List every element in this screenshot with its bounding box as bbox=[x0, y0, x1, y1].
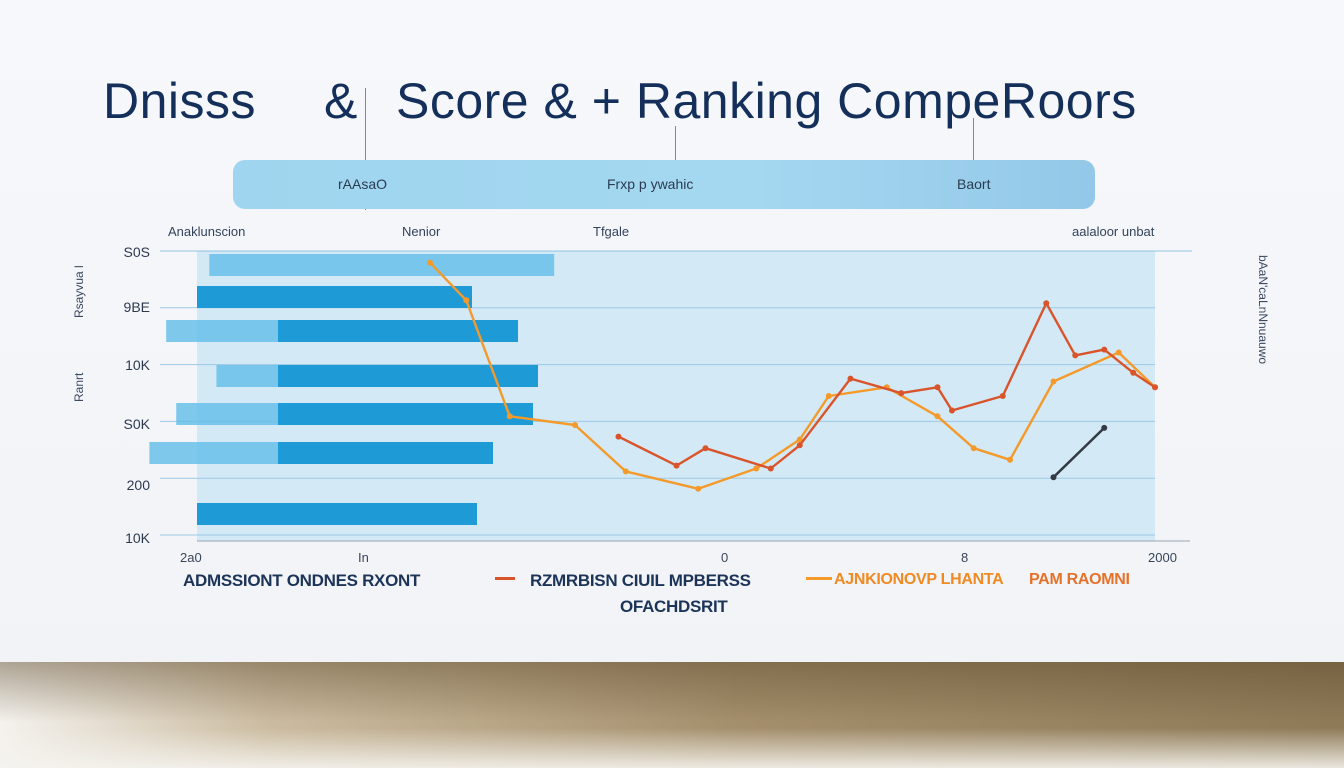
series-point bbox=[847, 375, 854, 382]
series-point bbox=[702, 445, 709, 452]
y-tick-label: 200 bbox=[126, 477, 150, 493]
bar-light bbox=[209, 254, 555, 276]
y-tick-label: S0S bbox=[123, 244, 150, 260]
chart-title-part-1: Dnisss bbox=[103, 73, 257, 129]
bar-primary bbox=[278, 442, 493, 464]
series-point bbox=[767, 465, 774, 472]
bar-primary bbox=[197, 503, 477, 525]
title-connector-3 bbox=[973, 118, 974, 170]
legend-item-2b-label: OFACHDSRIT bbox=[620, 597, 728, 616]
legend-item-3-label: AJNKIONOVP LHANTA bbox=[834, 571, 1004, 588]
series-point bbox=[1115, 349, 1122, 356]
series-point bbox=[427, 259, 433, 266]
bar-primary bbox=[278, 365, 538, 387]
chart-title-part-2: & bbox=[324, 73, 358, 129]
bar-primary bbox=[278, 403, 533, 425]
header-pill bbox=[233, 160, 1095, 209]
pill-label-2: Frxp p ywahic bbox=[607, 176, 694, 192]
x-tick-label: 0 bbox=[721, 550, 729, 565]
legend-item-2-label: RZMRBISN CIUIL MPBERSS bbox=[530, 571, 751, 590]
legend-item-1-label: ADMSSIONT ONDNES RXONT bbox=[183, 571, 421, 590]
series-point bbox=[615, 433, 622, 440]
series-point bbox=[463, 297, 470, 304]
x-tick-label: In bbox=[358, 550, 369, 565]
series-line bbox=[429, 261, 1156, 490]
title-connector-1 bbox=[365, 88, 366, 210]
series-point bbox=[1043, 300, 1050, 307]
series-point bbox=[1050, 474, 1057, 481]
y-tick-label: 10K bbox=[125, 530, 150, 546]
chart-canvas bbox=[149, 250, 1192, 542]
legend-item-3-swatch bbox=[806, 577, 832, 580]
series-point bbox=[934, 413, 941, 420]
series-point bbox=[753, 465, 760, 472]
pill-label-1: rAAsaO bbox=[338, 176, 388, 192]
series-line bbox=[1052, 427, 1106, 479]
series-point bbox=[796, 442, 803, 449]
y-tick-label: 9BE bbox=[123, 299, 150, 315]
chart-title-part-3: Score & + Ranking CompeRoors bbox=[396, 73, 1137, 129]
series-point bbox=[1130, 369, 1137, 376]
column-header-1: Anaklunscion bbox=[168, 224, 246, 239]
x-tick-label: 2000 bbox=[1148, 550, 1177, 565]
series-point bbox=[1101, 346, 1108, 353]
y-tick-label: S0K bbox=[123, 416, 150, 432]
column-header-4: aalaloor unbat bbox=[1072, 224, 1155, 239]
series-point bbox=[506, 413, 513, 420]
series-point bbox=[949, 407, 955, 414]
series-point bbox=[1152, 384, 1158, 391]
series-point bbox=[1072, 352, 1079, 359]
series-point bbox=[695, 485, 702, 492]
x-tick-label: 2a0 bbox=[180, 550, 202, 565]
series-point bbox=[572, 422, 578, 428]
series-point bbox=[796, 436, 803, 443]
series-point bbox=[1007, 456, 1013, 463]
series-point bbox=[1050, 378, 1057, 385]
series-point bbox=[999, 393, 1006, 399]
x-tick-label: 8 bbox=[961, 550, 969, 565]
series-point bbox=[622, 468, 629, 475]
series-point bbox=[1101, 424, 1108, 431]
bar-primary bbox=[197, 286, 472, 308]
y-tick-label: 10K bbox=[125, 357, 150, 373]
series-point bbox=[673, 462, 680, 469]
legend-item-2-swatch bbox=[495, 577, 515, 580]
title-connector-2 bbox=[675, 126, 676, 172]
column-header-3: Tfgale bbox=[593, 224, 630, 239]
pill-label-3: Baort bbox=[957, 176, 991, 192]
legend-item-3b-label: PAM RAOMNI bbox=[1029, 571, 1130, 588]
series-point bbox=[934, 384, 941, 391]
bar-primary bbox=[278, 320, 518, 342]
series-point bbox=[970, 445, 977, 452]
table-surface bbox=[0, 662, 1344, 768]
series-point bbox=[898, 390, 905, 397]
column-header-2: Nenior bbox=[402, 224, 441, 239]
series-point bbox=[825, 393, 832, 399]
